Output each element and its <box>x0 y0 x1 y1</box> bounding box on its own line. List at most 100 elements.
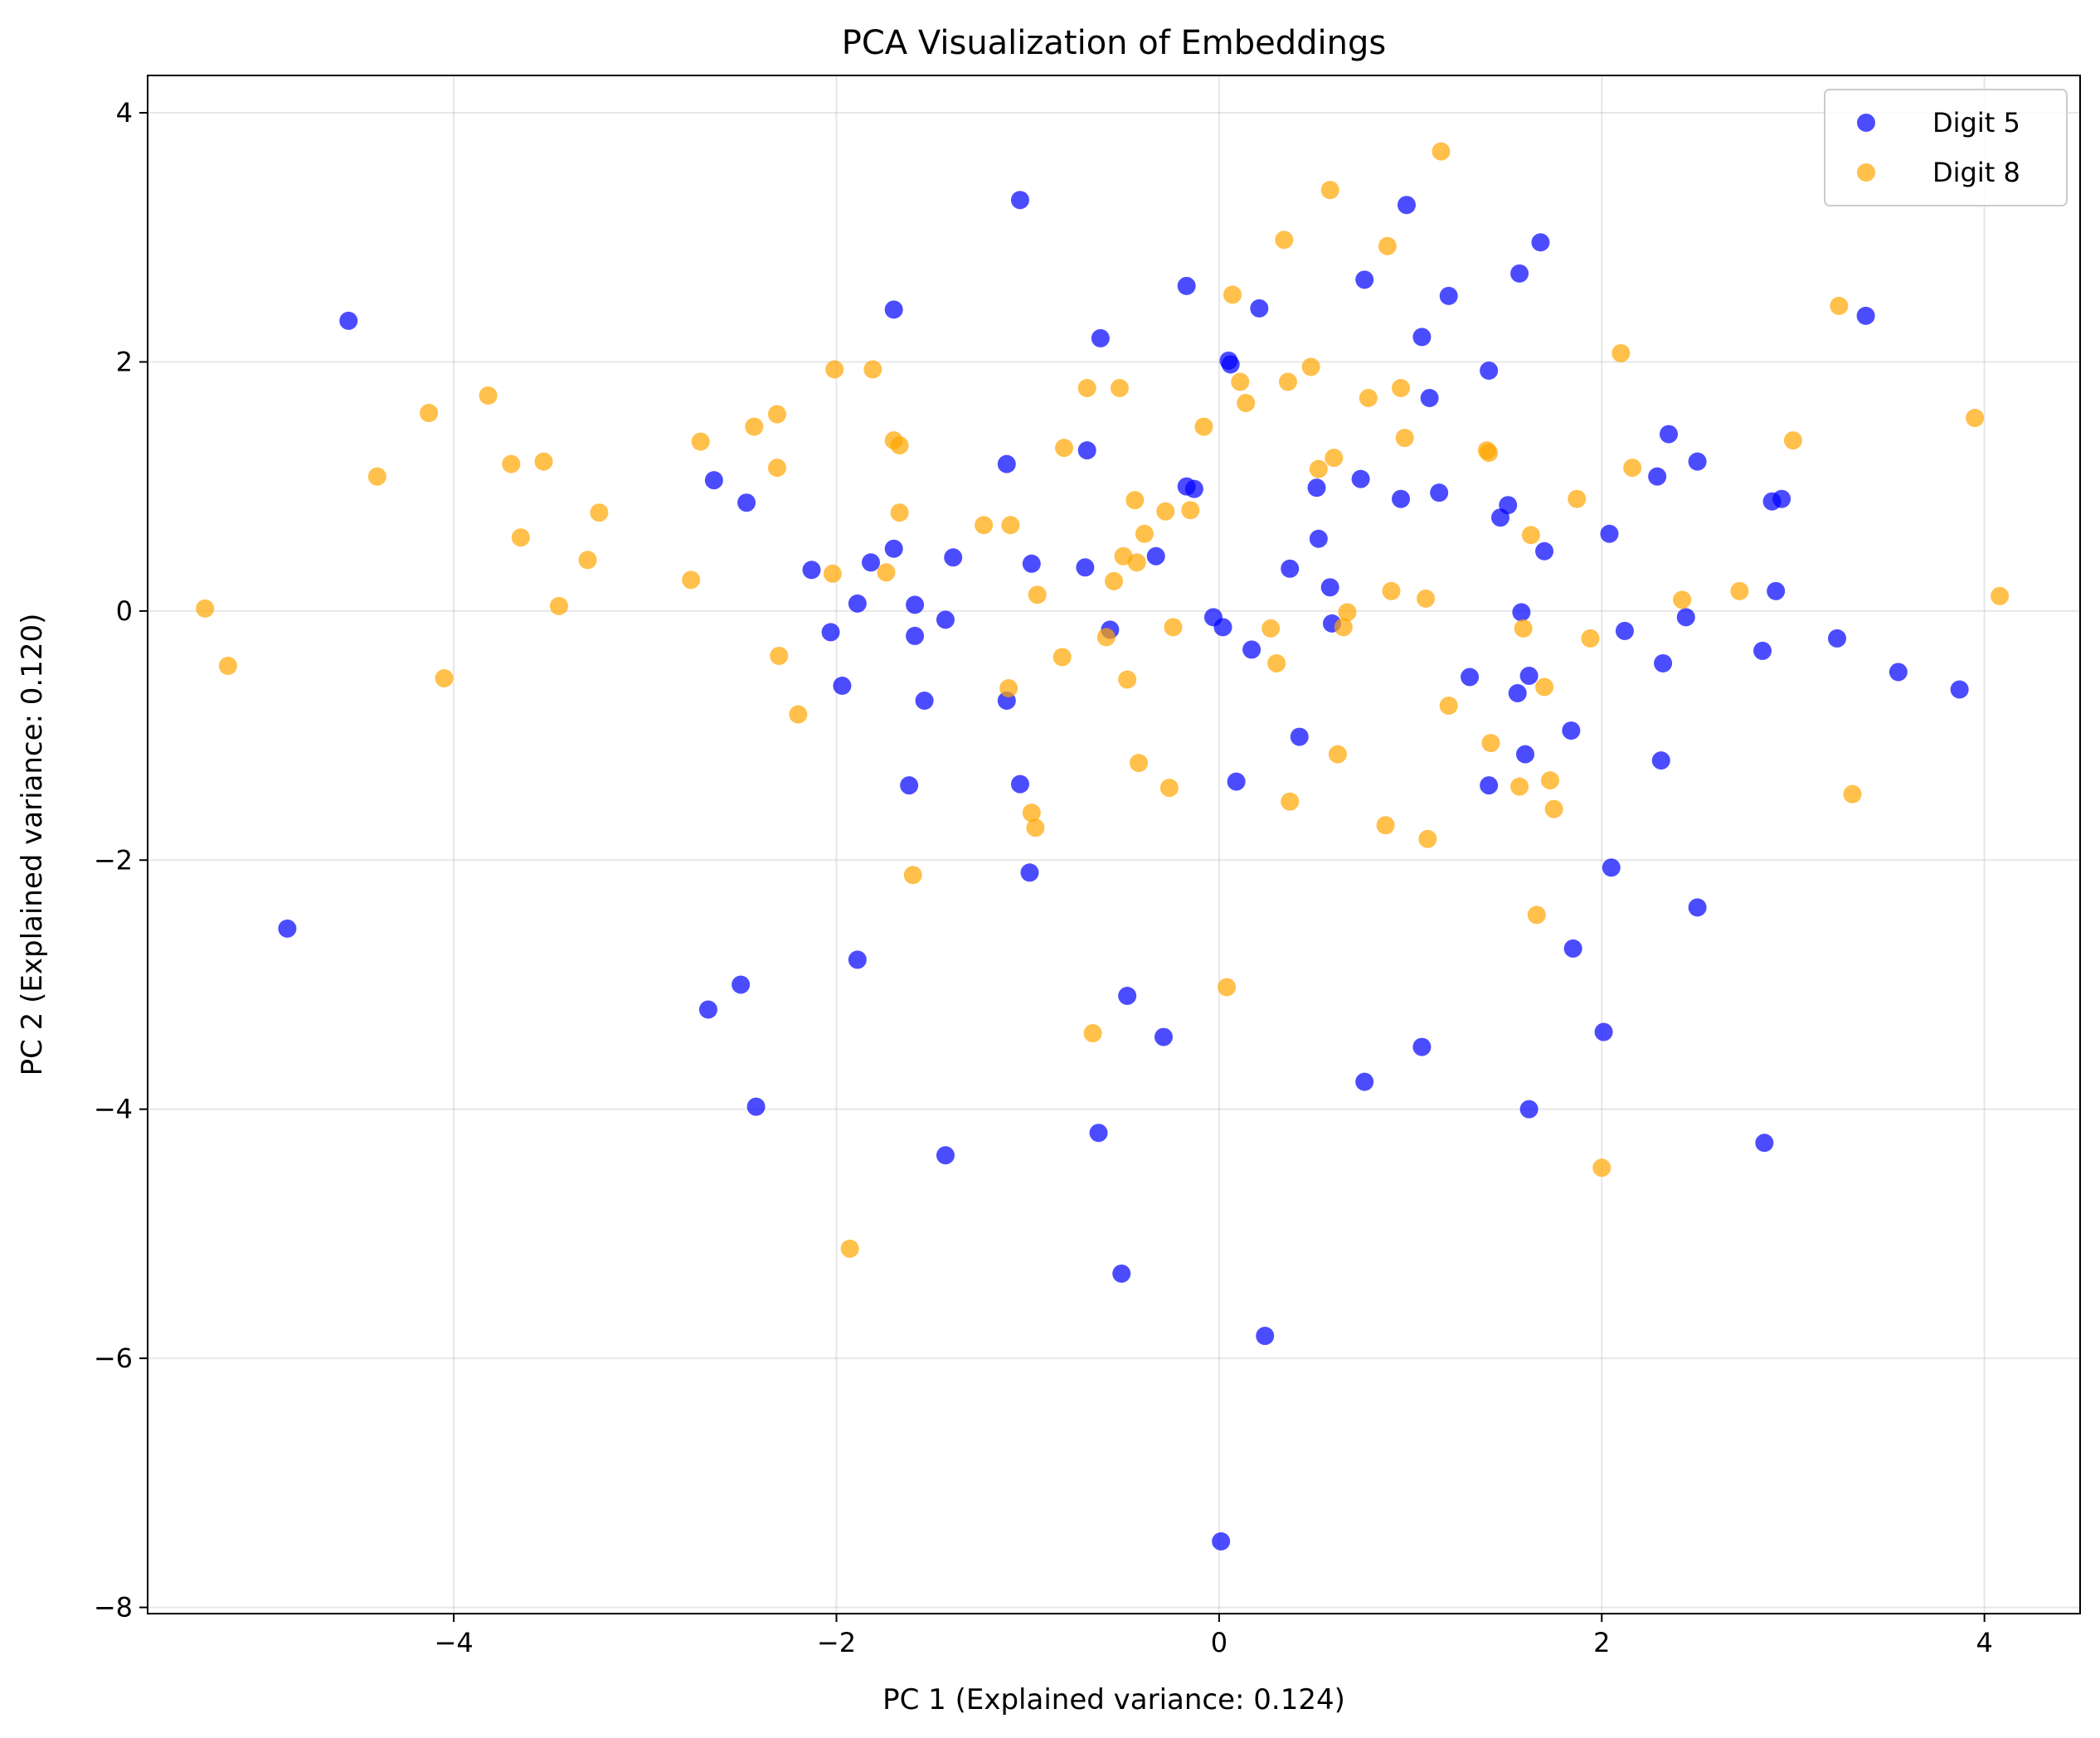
y-axis-label: PC 2 (Explained variance: 0.120) <box>16 614 49 1076</box>
point-digit-5 <box>1022 554 1041 573</box>
point-digit-8 <box>1514 619 1533 638</box>
point-digit-5 <box>1076 558 1095 577</box>
point-digit-8 <box>1966 409 1985 428</box>
point-digit-8 <box>1156 502 1175 521</box>
point-digit-5 <box>936 610 955 629</box>
point-digit-5 <box>1600 524 1619 543</box>
point-digit-5 <box>884 300 903 319</box>
point-digit-8 <box>1334 618 1353 637</box>
point-digit-8 <box>1026 818 1045 837</box>
point-digit-8 <box>1382 581 1401 600</box>
point-digit-8 <box>1338 603 1357 622</box>
point-digit-5 <box>732 975 751 994</box>
y-tick-label: −2 <box>94 844 133 876</box>
point-digit-8 <box>420 404 439 423</box>
point-digit-5 <box>1602 858 1621 877</box>
point-digit-5 <box>1213 618 1232 637</box>
point-digit-8 <box>1022 803 1041 823</box>
point-digit-5 <box>1320 578 1339 597</box>
point-digit-8 <box>1540 771 1559 790</box>
point-digit-8 <box>767 405 786 424</box>
point-digit-5 <box>821 623 840 642</box>
point-digit-8 <box>1378 236 1397 255</box>
legend-box <box>1824 89 2068 206</box>
point-digit-8 <box>1392 379 1411 398</box>
point-digit-8 <box>1991 586 2010 605</box>
point-digit-5 <box>1212 1532 1231 1551</box>
point-digit-5 <box>1020 863 1039 882</box>
point-digit-5 <box>1654 653 1673 672</box>
point-digit-5 <box>1648 467 1667 486</box>
point-digit-8 <box>1581 629 1600 648</box>
point-digit-5 <box>1480 776 1499 795</box>
point-digit-8 <box>1328 745 1347 764</box>
point-digit-5 <box>1767 581 1786 600</box>
point-digit-5 <box>997 454 1016 473</box>
point-digit-5 <box>1515 745 1534 764</box>
point-digit-5 <box>1154 1027 1173 1046</box>
point-digit-8 <box>1673 590 1692 609</box>
point-digit-8 <box>770 646 789 665</box>
point-digit-8 <box>367 467 386 486</box>
point-digit-5 <box>1499 496 1518 515</box>
point-digit-5 <box>936 1146 955 1165</box>
point-digit-8 <box>511 528 530 547</box>
point-digit-8 <box>975 516 994 535</box>
point-digit-5 <box>1392 489 1411 508</box>
point-digit-8 <box>1001 516 1020 535</box>
point-digit-8 <box>1783 431 1802 450</box>
point-digit-5 <box>1256 1327 1275 1346</box>
point-digit-5 <box>862 553 881 572</box>
point-digit-8 <box>1376 816 1395 835</box>
point-digit-5 <box>1221 355 1240 374</box>
point-digit-5 <box>944 548 963 567</box>
point-digit-5 <box>1562 721 1581 740</box>
point-digit-5 <box>1355 1072 1374 1091</box>
point-digit-5 <box>906 595 925 614</box>
point-digit-5 <box>1184 479 1203 498</box>
point-digit-5 <box>1146 546 1165 566</box>
point-digit-8 <box>1418 829 1437 848</box>
point-digit-5 <box>1856 306 1875 325</box>
point-digit-5 <box>278 919 297 938</box>
point-digit-8 <box>1544 799 1563 818</box>
point-digit-8 <box>590 503 609 522</box>
point-digit-8 <box>218 656 237 675</box>
point-digit-8 <box>825 360 844 379</box>
point-digit-8 <box>789 705 808 724</box>
point-digit-8 <box>1843 784 1862 803</box>
point-digit-8 <box>1237 394 1256 413</box>
point-digit-5 <box>1651 751 1670 770</box>
point-digit-5 <box>1615 621 1634 640</box>
point-digit-8 <box>1218 978 1237 997</box>
point-digit-8 <box>1359 389 1378 408</box>
legend-label-digit-5: Digit 5 <box>1932 107 2020 138</box>
point-digit-5 <box>1420 389 1439 408</box>
point-digit-5 <box>1281 559 1300 578</box>
point-digit-8 <box>1083 1024 1102 1043</box>
point-digit-8 <box>1223 285 1242 304</box>
point-digit-8 <box>1480 444 1499 463</box>
point-digit-8 <box>1261 619 1281 638</box>
point-digit-8 <box>1231 372 1250 391</box>
point-digit-8 <box>1278 372 1297 391</box>
point-digit-8 <box>578 551 597 570</box>
point-digit-5 <box>1480 361 1499 380</box>
point-digit-8 <box>1055 439 1074 458</box>
x-tick-label: 2 <box>1593 1627 1610 1658</box>
point-digit-8 <box>1439 697 1458 716</box>
point-digit-5 <box>339 311 358 330</box>
point-digit-5 <box>1112 1264 1131 1283</box>
point-digit-5 <box>1250 299 1269 318</box>
point-digit-8 <box>1395 429 1414 448</box>
point-digit-5 <box>1688 898 1707 917</box>
point-digit-5 <box>1889 663 1908 682</box>
point-digit-5 <box>1351 469 1370 488</box>
point-digit-5 <box>1594 1022 1613 1041</box>
point-digit-5 <box>1510 264 1529 283</box>
point-digit-8 <box>840 1239 859 1258</box>
x-tick-label: 4 <box>1976 1627 1992 1658</box>
point-digit-5 <box>746 1097 766 1116</box>
point-digit-8 <box>1320 181 1339 200</box>
